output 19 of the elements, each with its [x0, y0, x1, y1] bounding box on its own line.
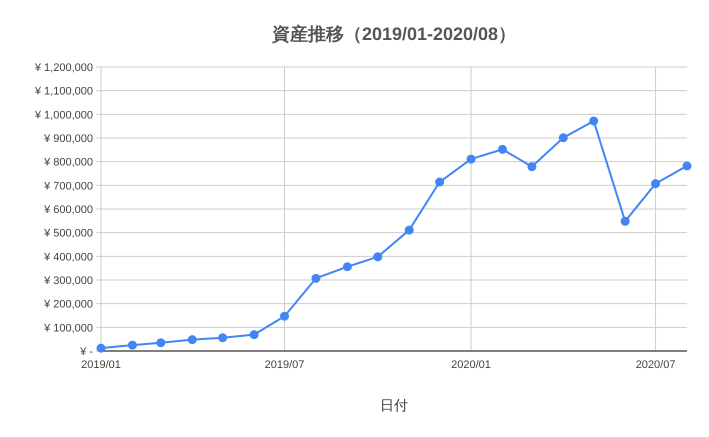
ytick-label: ¥ 800,000 — [44, 156, 93, 169]
title: 資産推移（2019/01-2020/08） — [272, 24, 516, 44]
xtick-label: 2020/01 — [451, 359, 491, 371]
ytick-label: ¥ 200,000 — [44, 298, 93, 311]
ytick-label: ¥ 1,200,000 — [34, 62, 93, 74]
ytick-label: ¥ 600,000 — [44, 204, 93, 216]
ytick-label: ¥ 500,000 — [44, 228, 93, 240]
ytick-label: ¥ 300,000 — [44, 275, 93, 287]
xtick-label: 2019/01 — [81, 359, 121, 371]
xtick-label: 2020/07 — [636, 359, 676, 371]
xtick-label: 2019/07 — [264, 359, 304, 371]
ytick-label: ¥ - — [80, 346, 93, 358]
ytick-label: ¥ 700,000 — [44, 180, 93, 192]
xlabel: 日付 — [380, 397, 408, 413]
ytick-label: ¥ 1,000,000 — [34, 109, 93, 122]
ytick-label: ¥ 1,100,000 — [34, 86, 93, 98]
ytick-label: ¥ 100,000 — [44, 322, 93, 334]
ytick-label: ¥ 900,000 — [44, 133, 93, 145]
ytick-label: ¥ 400,000 — [44, 251, 93, 264]
